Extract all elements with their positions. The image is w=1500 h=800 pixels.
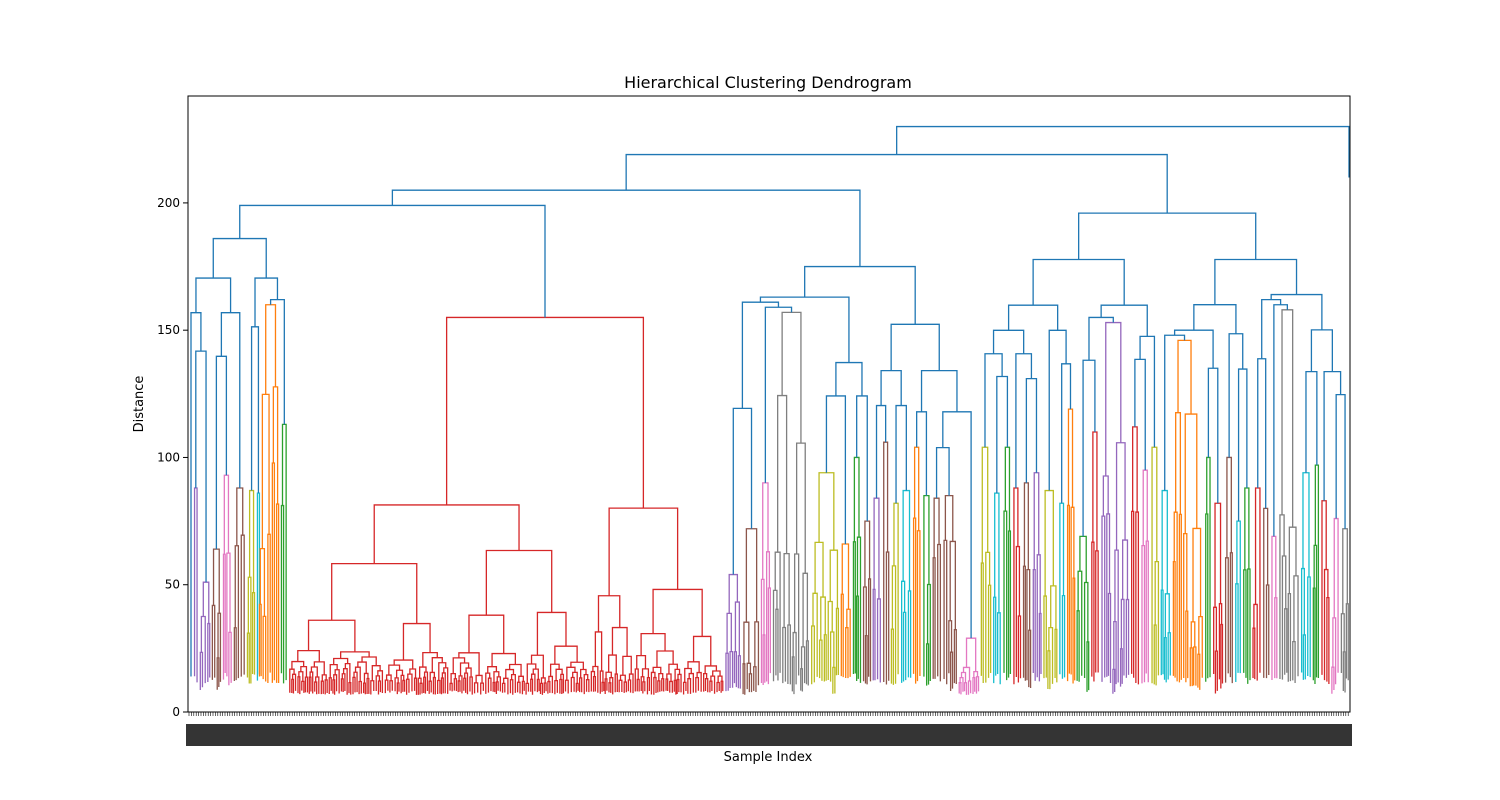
dendrogram-links <box>190 125 1350 695</box>
y-tick-label-2: 100 <box>157 450 180 464</box>
dendrogram-link-520 <box>896 125 1350 178</box>
x-axis-label: Sample Index <box>724 750 813 765</box>
leaf-tick-labels-block <box>186 724 1352 746</box>
y-tick-label-0: 0 <box>172 705 180 719</box>
y-tick-label-3: 150 <box>157 323 180 337</box>
y-tick-label-4: 200 <box>157 196 180 210</box>
plot-frame <box>187 95 1351 713</box>
leaf-ticks <box>186 712 1352 746</box>
chart-title: Hierarchical Clustering Dendrogram <box>624 73 912 92</box>
y-axis-label: Distance <box>132 376 147 433</box>
y-tick-label-1: 50 <box>165 578 180 592</box>
y-axis: 0 50 100 150 200 <box>157 196 188 719</box>
